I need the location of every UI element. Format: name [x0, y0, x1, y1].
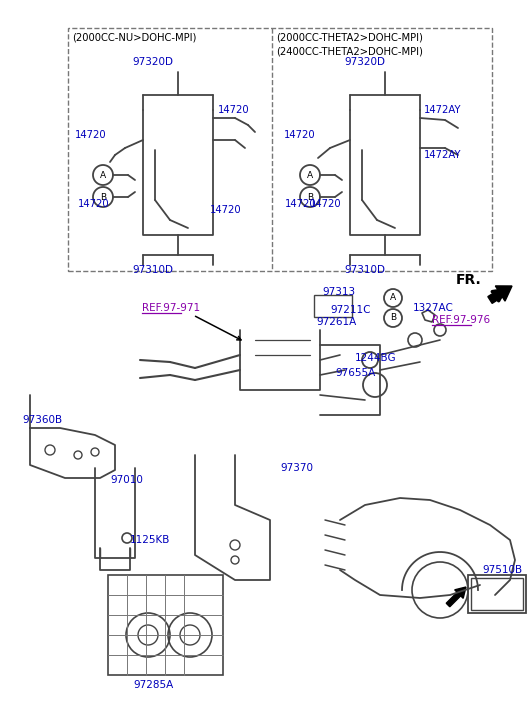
Text: 97313: 97313: [322, 287, 355, 297]
Text: 97320D: 97320D: [132, 57, 173, 67]
Text: 1327AC: 1327AC: [413, 303, 454, 313]
Text: 14720: 14720: [218, 105, 250, 115]
Text: 1472AY: 1472AY: [424, 150, 461, 160]
FancyArrow shape: [446, 587, 466, 607]
Text: 14720: 14720: [310, 199, 342, 209]
Text: 97285A: 97285A: [133, 680, 173, 690]
Text: REF.97-976: REF.97-976: [432, 315, 490, 325]
Bar: [471, 578, 523, 610]
Bar: [468, 575, 526, 613]
Text: 1472AY: 1472AY: [424, 105, 461, 115]
Text: 97510B: 97510B: [482, 565, 522, 575]
Text: 14720: 14720: [78, 199, 110, 209]
Text: 97370: 97370: [280, 463, 313, 473]
Text: 97261A: 97261A: [316, 317, 356, 327]
Text: 14720: 14720: [284, 130, 315, 140]
Text: A: A: [390, 294, 396, 302]
Text: 14720: 14720: [75, 130, 106, 140]
Text: (2000CC-THETA2>DOHC-MPI): (2000CC-THETA2>DOHC-MPI): [276, 33, 423, 43]
Text: 97211C: 97211C: [330, 305, 370, 315]
Text: B: B: [307, 193, 313, 201]
Text: B: B: [390, 313, 396, 323]
Text: A: A: [100, 171, 106, 180]
Text: 97310D: 97310D: [132, 265, 173, 275]
Text: 1244BG: 1244BG: [355, 353, 397, 363]
Text: B: B: [100, 193, 106, 201]
Bar: [108, 575, 223, 675]
Text: (2400CC-THETA2>DOHC-MPI): (2400CC-THETA2>DOHC-MPI): [276, 46, 423, 56]
Text: REF.97-971: REF.97-971: [142, 303, 200, 313]
Text: 14720: 14720: [210, 205, 242, 215]
Text: 97320D: 97320D: [345, 57, 386, 67]
Bar: [68, 28, 492, 271]
Text: (2000CC-NU>DOHC-MPI): (2000CC-NU>DOHC-MPI): [72, 33, 196, 43]
Text: 97360B: 97360B: [22, 415, 62, 425]
Text: 97655A: 97655A: [335, 368, 375, 378]
Text: 97010: 97010: [110, 475, 143, 485]
Text: 14720: 14720: [285, 199, 317, 209]
FancyArrow shape: [488, 286, 512, 303]
Bar: [314, 295, 352, 317]
Text: 97310D: 97310D: [345, 265, 386, 275]
Text: FR.: FR.: [456, 273, 482, 287]
Text: A: A: [307, 171, 313, 180]
Text: 1125KB: 1125KB: [130, 535, 170, 545]
